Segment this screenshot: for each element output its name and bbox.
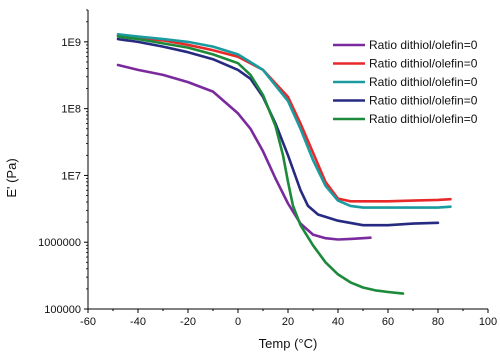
legend-label-5: Ratio dithiol/olefin=0 — [369, 112, 478, 126]
x-tick-label: 20 — [282, 316, 294, 328]
axes: -60 -40 -20 0 20 40 60 80 100 100000 1000000 1E7 1E8… — [38, 9, 497, 328]
legend-label-1: Ratio dithiol/olefin=0 — [369, 38, 478, 52]
legend-label-2: Ratio dithiol/olefin=0 — [369, 57, 478, 71]
series-line-5 — [116, 35, 405, 295]
series-layer — [116, 32, 452, 295]
y-axis-title: E' (Pa) — [4, 158, 19, 197]
series-line-4 — [116, 37, 440, 227]
x-tick-label: 80 — [432, 316, 444, 328]
y-tick-label: 1E8 — [61, 104, 81, 116]
x-tick-label: -40 — [130, 316, 146, 328]
y-tick-label: 1E7 — [61, 170, 81, 182]
x-tick-label: -60 — [80, 316, 96, 328]
x-tick-label: 40 — [332, 316, 344, 328]
x-axis-title: Temp (°C) — [259, 336, 318, 351]
series-line-3 — [116, 32, 452, 209]
series-line-2 — [116, 34, 452, 203]
legend-label-4: Ratio dithiol/olefin=0 — [369, 94, 478, 108]
x-tick-label: 60 — [382, 316, 394, 328]
series-line-1 — [116, 63, 372, 241]
legend-label-3: Ratio dithiol/olefin=0 — [369, 75, 478, 89]
x-tick-label: 0 — [235, 316, 241, 328]
y-tick-label: 100000 — [44, 304, 81, 316]
x-tick-label: 100 — [479, 316, 497, 328]
y-tick-label: 1000000 — [38, 237, 81, 249]
x-tick-label: -20 — [180, 316, 196, 328]
legend: Ratio dithiol/olefin=0 Ratio dithiol/olef… — [333, 38, 478, 126]
y-tick-label: 1E9 — [61, 37, 81, 49]
